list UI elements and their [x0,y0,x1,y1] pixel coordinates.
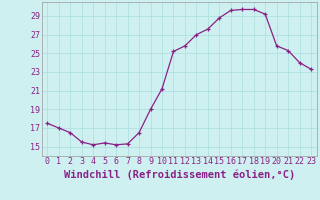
X-axis label: Windchill (Refroidissement éolien,°C): Windchill (Refroidissement éolien,°C) [64,169,295,180]
